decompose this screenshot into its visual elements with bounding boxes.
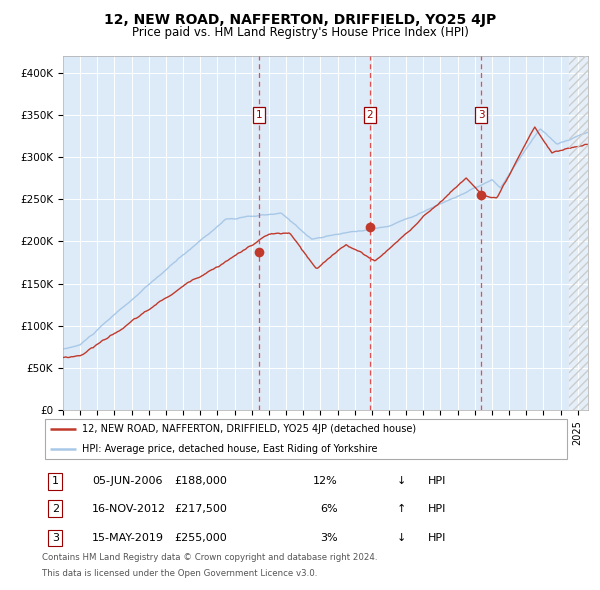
Text: 6%: 6% [320,504,338,514]
Text: £188,000: £188,000 [174,477,227,486]
Text: This data is licensed under the Open Government Licence v3.0.: This data is licensed under the Open Gov… [42,569,317,578]
Text: £217,500: £217,500 [174,504,227,514]
Text: Price paid vs. HM Land Registry's House Price Index (HPI): Price paid vs. HM Land Registry's House … [131,26,469,39]
Text: ↓: ↓ [397,533,406,543]
Text: HPI: HPI [427,533,446,543]
Text: HPI: HPI [427,504,446,514]
Text: 2: 2 [52,504,59,514]
Text: 3: 3 [478,110,484,120]
Text: 2: 2 [367,110,373,120]
Text: HPI: Average price, detached house, East Riding of Yorkshire: HPI: Average price, detached house, East… [82,444,377,454]
Text: 12, NEW ROAD, NAFFERTON, DRIFFIELD, YO25 4JP: 12, NEW ROAD, NAFFERTON, DRIFFIELD, YO25… [104,13,496,27]
Text: 05-JUN-2006: 05-JUN-2006 [92,477,163,486]
Text: Contains HM Land Registry data © Crown copyright and database right 2024.: Contains HM Land Registry data © Crown c… [42,553,377,562]
Text: 3%: 3% [320,533,338,543]
Text: HPI: HPI [427,477,446,486]
Text: ↓: ↓ [397,477,406,486]
Text: 12%: 12% [313,477,338,486]
Text: 15-MAY-2019: 15-MAY-2019 [92,533,164,543]
Text: £255,000: £255,000 [174,533,227,543]
Text: 12, NEW ROAD, NAFFERTON, DRIFFIELD, YO25 4JP (detached house): 12, NEW ROAD, NAFFERTON, DRIFFIELD, YO25… [82,424,416,434]
Text: 16-NOV-2012: 16-NOV-2012 [92,504,166,514]
Bar [569,56,588,410]
Text: ↑: ↑ [397,504,406,514]
Bar [569,56,588,410]
Text: 1: 1 [52,477,59,486]
FancyBboxPatch shape [44,419,568,459]
Text: 3: 3 [52,533,59,543]
Text: 1: 1 [256,110,262,120]
